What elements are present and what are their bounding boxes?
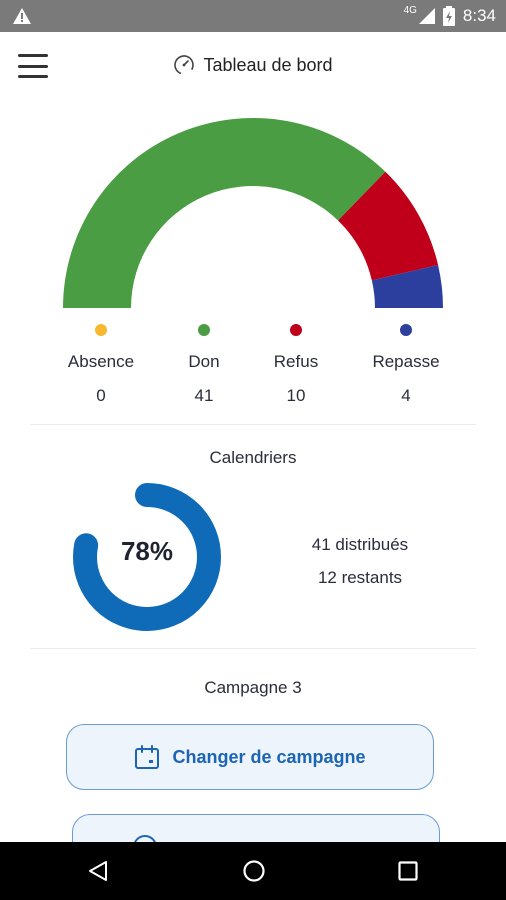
calendriers-title: Calendriers: [209, 448, 297, 467]
legend-label: Absence: [67, 352, 135, 371]
recent-apps-icon[interactable]: [398, 861, 418, 881]
page-title: Tableau de bord: [203, 54, 333, 75]
legend-dot: [400, 324, 412, 336]
signal-icon: [418, 8, 435, 24]
legend-label: Don: [188, 352, 220, 371]
status-time: 8:34: [462, 6, 496, 25]
battery-icon: [442, 6, 455, 26]
calendriers-progress-arc: [73, 483, 221, 631]
legend-item-refus: Refus 10: [241, 318, 351, 406]
legend-label: Refus: [273, 352, 319, 371]
change-campaign-button[interactable]: Changer de campagne: [66, 724, 434, 790]
gauge-segment-refus: [338, 171, 439, 281]
status-bar: 4G 8:34: [0, 0, 506, 32]
menu-icon-line: [18, 54, 48, 57]
legend-dot: [198, 324, 210, 336]
legend-value: 41: [194, 386, 214, 405]
calendar-icon: [135, 745, 160, 769]
divider: [30, 424, 476, 425]
gauge-segment-repasse: [371, 264, 443, 308]
home-icon[interactable]: [242, 859, 266, 883]
legend-value: 0: [96, 386, 106, 405]
app-title-wrap: Tableau de bord: [0, 54, 506, 76]
network-type: 4G: [403, 4, 417, 16]
distributed-count: 41 distribués: [311, 535, 409, 554]
calendriers-stats: 41 distribués 12 restants: [290, 528, 430, 594]
legend-value: 4: [401, 386, 411, 405]
campaign-title: Campagne 3: [204, 678, 302, 697]
gauge-legend: Absence 0 Don 41 Refus 10 Repasse 4: [0, 318, 506, 408]
system-nav-bar: [0, 842, 506, 900]
calendriers-percent: 78%: [120, 536, 174, 566]
app-bar: Tableau de bord: [0, 32, 506, 102]
change-campaign-label: Changer de campagne: [172, 746, 366, 767]
legend-value: 10: [286, 386, 306, 405]
legend-label: Repasse: [372, 352, 440, 371]
warning-icon: [13, 8, 31, 24]
legend-item-absence: Absence 0: [46, 318, 156, 406]
speedometer-icon: [174, 55, 195, 75]
divider: [30, 648, 476, 649]
menu-icon-line: [18, 64, 48, 68]
gauge-segment-don: [63, 117, 386, 308]
legend-dot: [290, 324, 302, 336]
legend-dot: [95, 324, 107, 336]
gauge-chart: [63, 117, 443, 308]
calendriers-ring: [73, 483, 221, 631]
status-right: 4G 8:34: [398, 0, 496, 32]
menu-icon-line: [18, 75, 48, 78]
menu-button[interactable]: [18, 52, 48, 80]
remaining-count: 12 restants: [317, 568, 403, 587]
legend-item-repasse: Repasse 4: [351, 318, 461, 406]
back-icon[interactable]: [86, 859, 110, 883]
legend-item-don: Don 41: [149, 318, 259, 406]
